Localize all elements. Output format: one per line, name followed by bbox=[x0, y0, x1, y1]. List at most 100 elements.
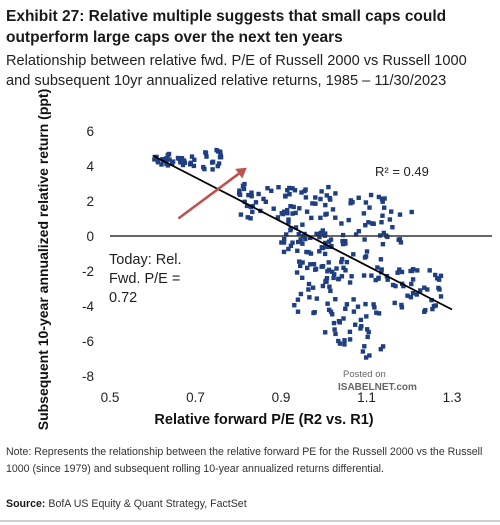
data-point bbox=[297, 259, 302, 264]
data-point bbox=[300, 241, 305, 246]
data-point bbox=[218, 150, 223, 155]
data-point bbox=[370, 221, 375, 226]
data-point bbox=[344, 302, 350, 307]
data-point bbox=[437, 287, 442, 292]
data-point bbox=[380, 199, 385, 204]
data-point bbox=[304, 249, 309, 255]
data-point bbox=[210, 159, 216, 164]
y-tick-label: 2 bbox=[86, 194, 94, 209]
data-point bbox=[309, 215, 314, 221]
data-point bbox=[353, 322, 358, 327]
data-point bbox=[398, 240, 404, 245]
data-point bbox=[290, 186, 295, 191]
data-point bbox=[311, 262, 317, 267]
x-tick-label: 1.1 bbox=[357, 390, 376, 405]
data-point bbox=[327, 195, 332, 201]
data-point bbox=[358, 326, 363, 331]
data-point bbox=[362, 344, 367, 349]
data-point bbox=[167, 157, 172, 162]
data-point bbox=[331, 320, 337, 326]
y-tick-label: -2 bbox=[82, 264, 94, 279]
data-point bbox=[397, 267, 402, 272]
data-point bbox=[380, 242, 386, 247]
data-point bbox=[320, 264, 325, 269]
data-point bbox=[369, 273, 374, 278]
data-point bbox=[395, 270, 400, 275]
data-point bbox=[291, 204, 296, 210]
data-point bbox=[271, 206, 276, 211]
data-point bbox=[320, 245, 325, 251]
data-point bbox=[331, 275, 336, 281]
data-point bbox=[390, 282, 396, 288]
data-point bbox=[182, 160, 188, 165]
data-point bbox=[326, 260, 331, 265]
data-point bbox=[347, 337, 353, 342]
data-point bbox=[389, 209, 394, 214]
annotation-arrow bbox=[177, 172, 240, 220]
data-point bbox=[401, 283, 406, 289]
data-point bbox=[323, 202, 328, 208]
data-point bbox=[339, 256, 345, 262]
data-point bbox=[304, 209, 310, 214]
data-point bbox=[397, 212, 403, 217]
data-point bbox=[368, 192, 374, 198]
data-point bbox=[323, 231, 328, 236]
data-point bbox=[310, 285, 316, 290]
data-point bbox=[408, 268, 413, 274]
data-point bbox=[294, 270, 300, 275]
y-tick-label: 0 bbox=[86, 229, 94, 244]
watermark: Posted on ISABELNET.com bbox=[338, 369, 417, 393]
data-point bbox=[325, 269, 330, 274]
data-point bbox=[374, 310, 379, 315]
data-point bbox=[327, 284, 332, 289]
y-tick-label: 6 bbox=[86, 124, 94, 139]
data-point bbox=[314, 231, 319, 237]
data-point bbox=[281, 249, 287, 255]
data-point bbox=[275, 215, 281, 220]
data-point bbox=[347, 280, 353, 285]
data-point bbox=[326, 184, 331, 190]
data-point bbox=[333, 297, 338, 302]
data-point bbox=[318, 215, 323, 220]
data-point bbox=[300, 275, 305, 280]
data-point bbox=[372, 305, 377, 310]
data-point bbox=[351, 297, 356, 302]
x-tick-label: 0.7 bbox=[186, 390, 205, 405]
data-point bbox=[286, 246, 291, 252]
data-point bbox=[380, 344, 386, 349]
data-point bbox=[237, 191, 242, 196]
data-point bbox=[409, 281, 414, 287]
data-point bbox=[245, 215, 250, 220]
data-point bbox=[334, 266, 339, 271]
data-point bbox=[307, 295, 312, 300]
data-point bbox=[330, 207, 336, 212]
data-point bbox=[385, 277, 390, 282]
data-point bbox=[375, 265, 380, 270]
data-point bbox=[373, 277, 378, 283]
data-point bbox=[433, 272, 438, 278]
data-point bbox=[363, 223, 368, 228]
chart-subtitle: Relationship between relative fwd. P/E o… bbox=[6, 53, 467, 89]
data-point bbox=[333, 191, 338, 196]
data-point bbox=[363, 355, 369, 360]
data-point bbox=[414, 292, 419, 297]
data-point bbox=[438, 294, 444, 299]
data-point bbox=[203, 150, 208, 155]
data-point bbox=[326, 239, 332, 244]
data-point bbox=[323, 212, 328, 217]
data-point bbox=[325, 301, 330, 306]
data-point bbox=[300, 222, 305, 227]
data-point bbox=[364, 249, 370, 254]
data-point bbox=[324, 244, 329, 250]
source-text: BofA US Equity & Quant Strategy, FactSet bbox=[45, 498, 247, 510]
data-point bbox=[290, 240, 295, 245]
data-point bbox=[410, 291, 416, 296]
data-point bbox=[285, 188, 290, 193]
y-tick-label: 4 bbox=[86, 159, 94, 174]
data-point bbox=[363, 254, 369, 259]
data-point bbox=[330, 269, 335, 274]
data-point bbox=[410, 277, 416, 282]
data-point bbox=[288, 228, 293, 233]
data-point bbox=[366, 220, 371, 225]
data-point bbox=[356, 229, 361, 234]
